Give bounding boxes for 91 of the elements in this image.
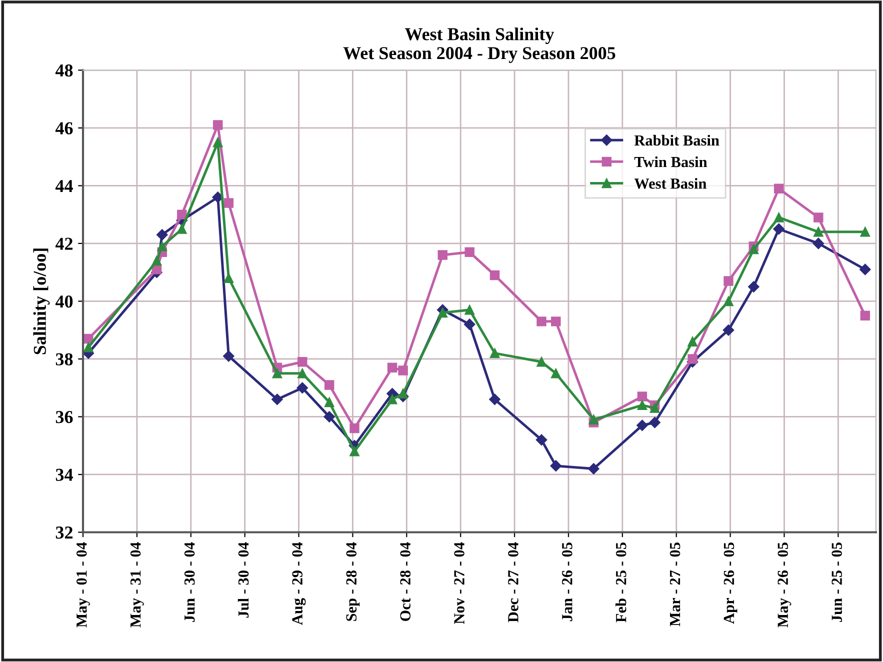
point <box>724 276 734 286</box>
point <box>860 264 871 276</box>
point <box>588 414 599 424</box>
point <box>84 342 94 352</box>
x-tick-label: Sep - 28 - 04 <box>346 542 360 621</box>
x-tick-label: Apr - 26 - 05 <box>724 542 738 624</box>
point <box>748 281 760 292</box>
point <box>860 310 870 321</box>
point <box>296 382 308 394</box>
x-tick-label: Feb - 25 - 05 <box>615 542 626 622</box>
point <box>489 394 500 406</box>
point <box>152 256 162 266</box>
y-tick-label: 34 <box>56 468 73 481</box>
point <box>324 411 335 422</box>
point <box>398 388 408 398</box>
point <box>814 212 824 222</box>
x-tick-label: Jul - 30 - 04 <box>238 542 249 618</box>
point <box>157 241 167 252</box>
x-tick-label: Mar - 27 - 05 <box>670 542 680 626</box>
y-tick-label: 46 <box>55 122 73 134</box>
point <box>636 420 648 431</box>
point <box>224 273 234 283</box>
point <box>212 138 223 148</box>
chart-title: West Basin Salinity Wet Season 2004 - Dry Season 2005 <box>343 28 616 63</box>
point <box>724 296 734 306</box>
point <box>536 356 546 367</box>
point <box>860 227 870 237</box>
point <box>438 308 448 318</box>
legend-label: West Basin <box>634 178 706 189</box>
point <box>812 238 824 250</box>
y-axis-title: Salinity [o/oo] <box>33 248 50 354</box>
point <box>177 224 187 234</box>
point <box>814 227 824 237</box>
point <box>224 198 234 208</box>
point <box>490 270 500 280</box>
point <box>387 362 398 372</box>
point <box>272 394 283 406</box>
y-tick-label: 36 <box>56 411 73 424</box>
point <box>464 318 476 330</box>
y-tick-label: 48 <box>55 64 73 77</box>
point <box>722 324 734 336</box>
x-tick-label: Jan - 26 - 05 <box>562 542 572 622</box>
point <box>748 244 759 254</box>
point <box>464 247 474 257</box>
point <box>688 354 698 364</box>
x-tick-label: Oct - 28 - 04 <box>400 542 410 621</box>
point <box>536 434 548 446</box>
y-tick-label: 40 <box>55 295 73 308</box>
point <box>688 336 698 347</box>
legend-label: Rabbit Basin <box>634 134 720 146</box>
point <box>177 210 187 220</box>
point <box>774 212 784 222</box>
point <box>387 394 398 404</box>
y-tick-label: 38 <box>56 353 73 366</box>
y-tick-label: 32 <box>56 526 73 539</box>
point <box>223 350 234 362</box>
legend-label: Twin Basin <box>634 156 708 168</box>
x-tick-label: Aug - 29 - 04 <box>292 542 306 625</box>
point <box>774 184 784 194</box>
point <box>324 380 334 390</box>
point <box>438 250 448 260</box>
point <box>588 463 600 474</box>
point <box>551 316 561 326</box>
point <box>156 229 168 240</box>
point <box>298 356 308 367</box>
point <box>649 416 660 428</box>
point <box>637 392 648 402</box>
point <box>398 366 408 376</box>
x-tick-label: May - 26 - 05 <box>778 542 792 628</box>
point <box>550 460 562 472</box>
point <box>464 305 474 315</box>
x-tick-label: Dec - 27 - 04 <box>508 542 518 622</box>
x-tick-label: May - 31 - 04 <box>130 542 144 628</box>
x-tick-label: Jun - 25 - 05 <box>832 542 842 622</box>
y-tick-label: 42 <box>55 238 73 250</box>
x-tick-label: May - 01 - 04 <box>76 542 90 628</box>
point <box>324 397 334 408</box>
point <box>551 368 561 378</box>
point <box>637 400 648 410</box>
point <box>536 316 546 326</box>
point <box>773 223 784 235</box>
point <box>350 446 360 456</box>
point <box>272 368 282 378</box>
point <box>490 348 500 358</box>
point <box>650 403 660 413</box>
x-tick-label: Nov - 27 - 04 <box>454 542 464 624</box>
point <box>212 120 223 130</box>
point <box>298 368 308 378</box>
x-tick-label: Jun - 30 - 04 <box>184 542 195 622</box>
y-tick-label: 44 <box>55 180 73 192</box>
point <box>350 423 360 434</box>
